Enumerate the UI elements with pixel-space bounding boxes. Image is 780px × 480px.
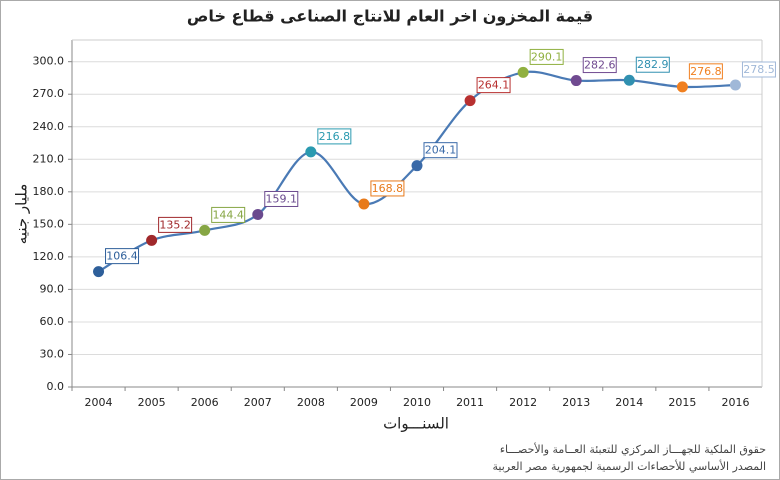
y-tick-label: 120.0 [33, 250, 65, 263]
x-tick-label: 2011 [456, 396, 484, 409]
y-tick-label: 270.0 [33, 87, 65, 100]
x-tick-label: 2015 [668, 396, 696, 409]
value-label-box [264, 190, 299, 207]
footer-line: حقوق الملكية للجهـــاز المركزي للتعبئة ا… [500, 442, 766, 456]
point [146, 234, 158, 246]
point [305, 146, 317, 158]
footer-line: المصدر الأساسي للأحصاءات الرسمية لجمهوري… [492, 459, 766, 473]
value-label-box [423, 142, 458, 159]
value-label: 276.8 [690, 65, 722, 78]
value-label-box [688, 63, 723, 80]
x-tick-label: 2013 [562, 396, 590, 409]
x-tick-label: 2008 [297, 396, 325, 409]
value-label: 278.5 [743, 63, 775, 76]
value-label-box [211, 206, 246, 223]
value-label-box [635, 56, 670, 73]
value-label-box [582, 57, 617, 74]
value-label: 264.1 [478, 79, 510, 92]
value-label-box [529, 48, 564, 65]
y-tick-label: 300.0 [33, 55, 65, 68]
x-axis-label: السنـــوات [383, 415, 449, 433]
y-tick-label: 240.0 [33, 120, 65, 133]
y-tick-label: 90.0 [40, 282, 65, 295]
x-tick-label: 2010 [403, 396, 431, 409]
point [411, 160, 423, 172]
point [464, 95, 476, 107]
value-label: 106.4 [106, 250, 138, 263]
y-tick-label: 180.0 [33, 185, 65, 198]
value-label: 282.6 [584, 59, 616, 72]
point [676, 81, 688, 93]
y-tick-label: 30.0 [40, 347, 65, 360]
point [729, 79, 741, 91]
y-axis-label: مليار جنيه [13, 184, 31, 244]
value-label-box [476, 77, 511, 94]
point [358, 198, 370, 210]
value-label: 159.1 [266, 192, 298, 205]
value-label-box [158, 216, 193, 233]
x-tick-label: 2005 [138, 396, 166, 409]
y-tick-label: 60.0 [40, 315, 65, 328]
x-tick-label: 2006 [191, 396, 219, 409]
value-label: 290.1 [531, 50, 563, 63]
point [252, 208, 264, 220]
point [517, 66, 529, 78]
value-label-box [105, 248, 140, 265]
x-tick-label: 2007 [244, 396, 272, 409]
point [570, 75, 582, 87]
value-label: 168.8 [372, 182, 404, 195]
point [93, 266, 105, 278]
value-label: 282.9 [637, 58, 669, 71]
x-tick-label: 2016 [721, 396, 749, 409]
value-label-box [317, 128, 352, 145]
value-label: 204.1 [425, 144, 457, 157]
point [623, 74, 635, 86]
y-tick-label: 0.0 [47, 380, 65, 393]
point [199, 224, 211, 236]
x-tick-label: 2012 [509, 396, 537, 409]
value-label: 135.2 [159, 218, 191, 231]
value-label: 144.4 [212, 208, 244, 221]
value-label-box [741, 61, 776, 78]
y-tick-label: 210.0 [33, 152, 65, 165]
chart-title: قيمة المخزون اخر العام للانتاج الصناعى ق… [187, 7, 593, 26]
value-label-box [370, 180, 405, 197]
x-tick-label: 2004 [85, 396, 113, 409]
value-label: 216.8 [319, 130, 351, 143]
x-tick-label: 2014 [615, 396, 643, 409]
y-tick-label: 150.0 [33, 217, 65, 230]
x-tick-label: 2009 [350, 396, 378, 409]
